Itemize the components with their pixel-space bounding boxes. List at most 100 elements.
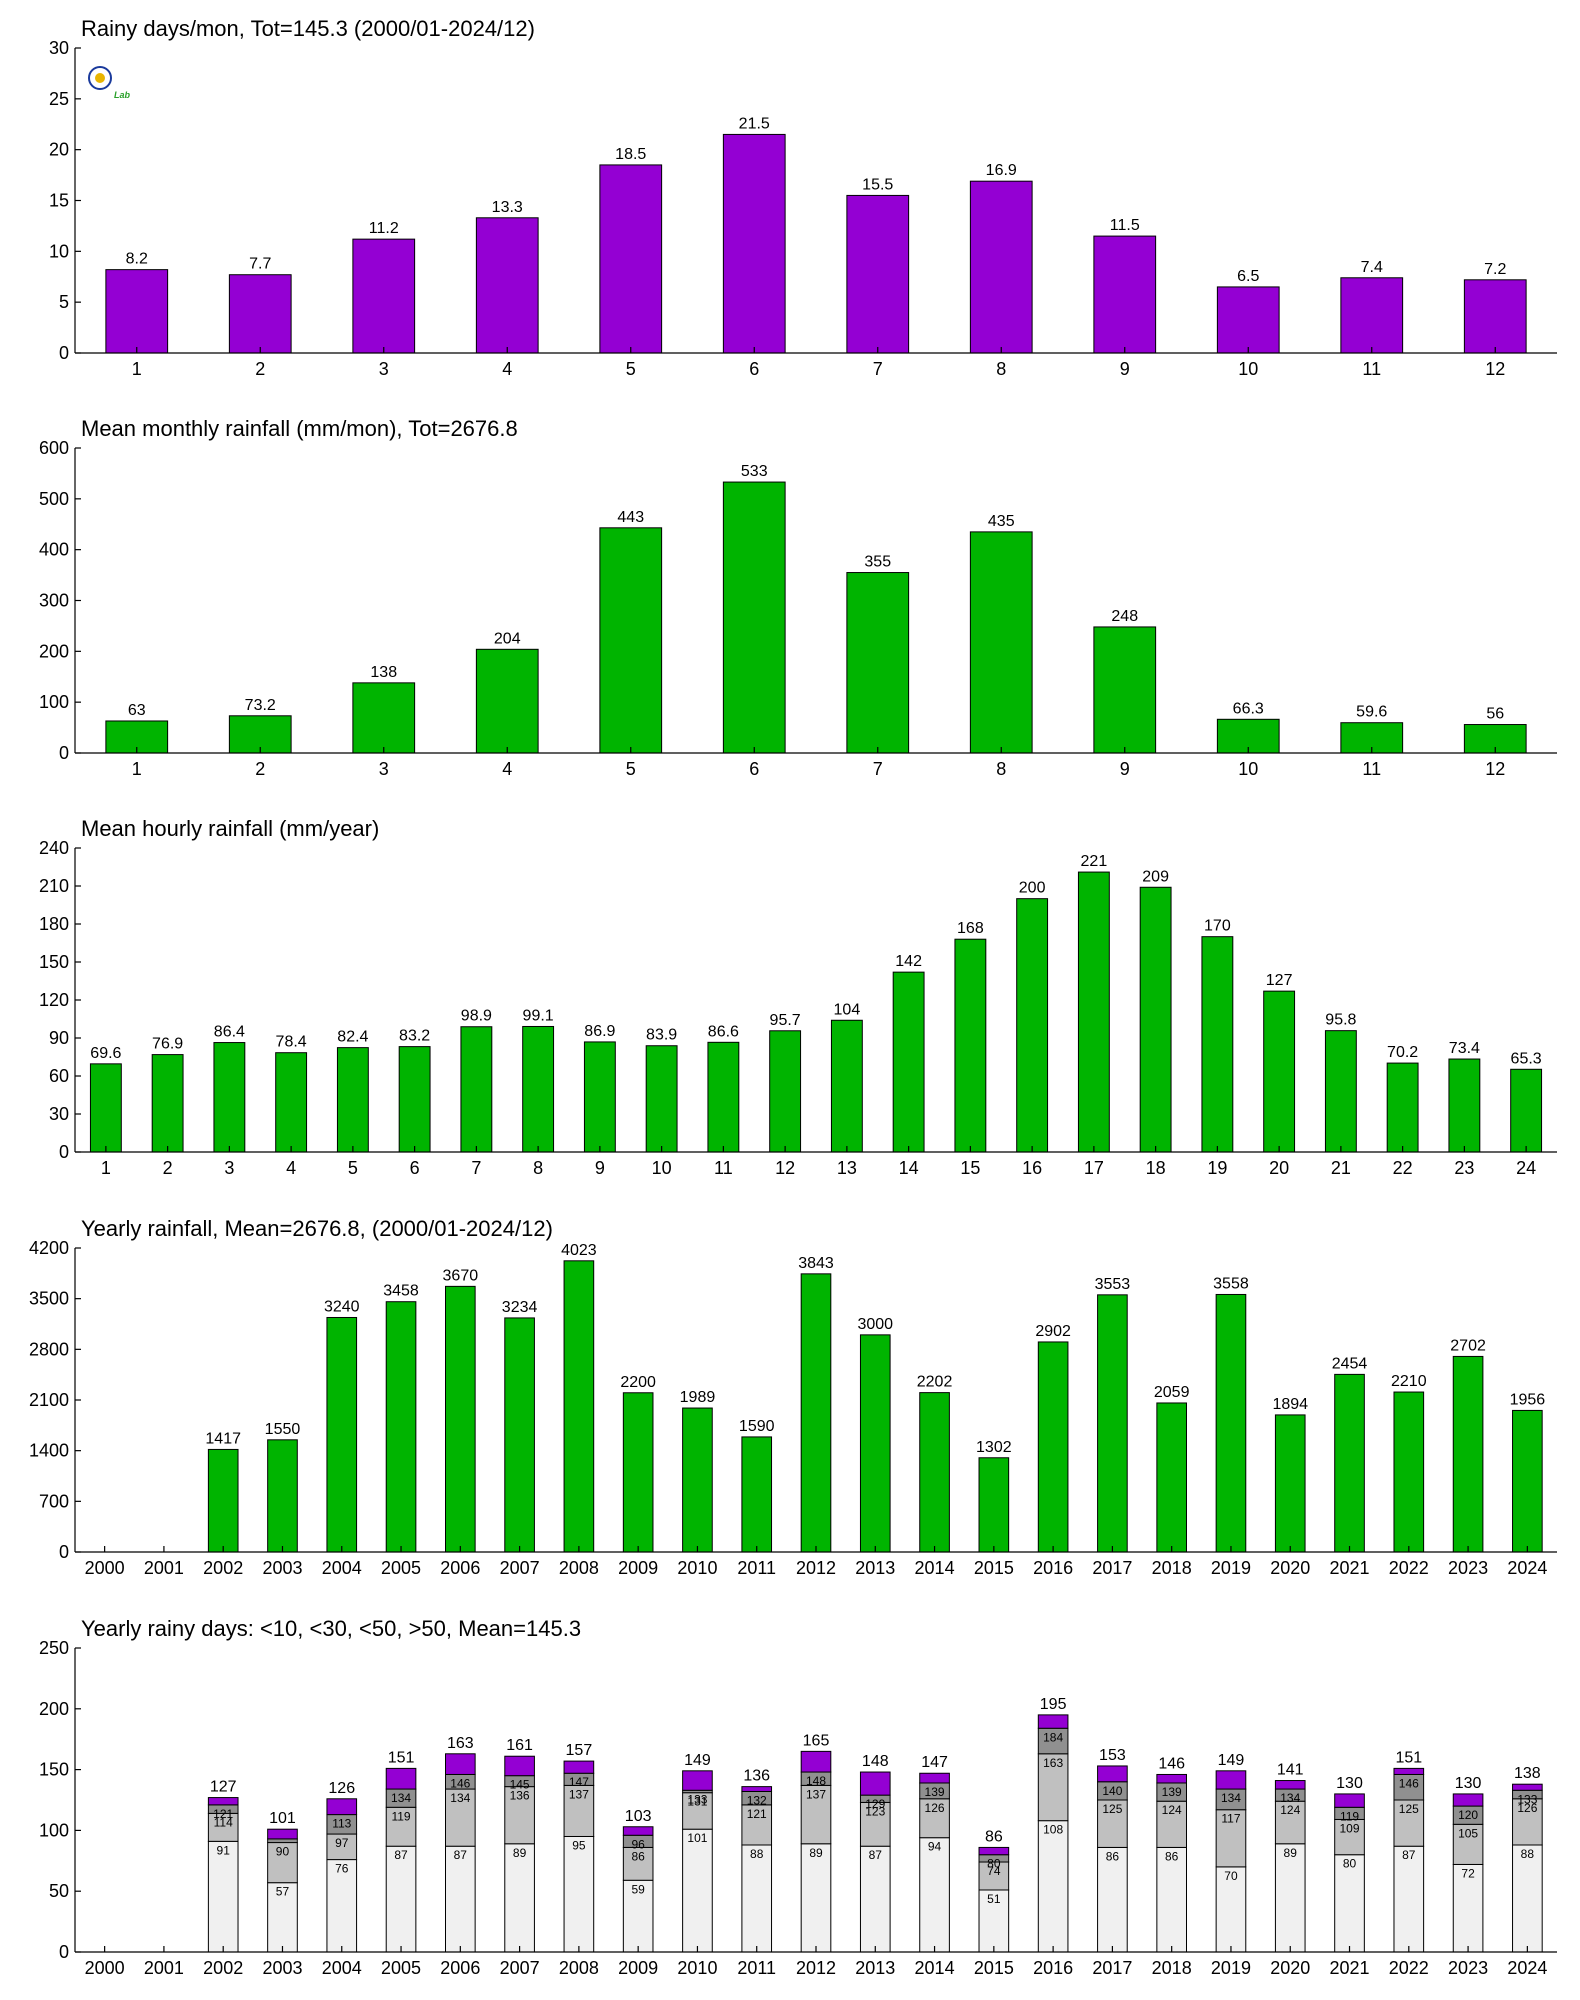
segment-value-label: 108 (1043, 1823, 1063, 1837)
bar (1448, 1058, 1481, 1153)
x-tick-label: 12 (1485, 759, 1505, 779)
bar-value-label: 8.2 (126, 251, 148, 268)
bar-value-label: 1956 (1510, 1391, 1546, 1408)
segment-value-label: 125 (1399, 1802, 1419, 1816)
bar-value-label: 73.2 (245, 697, 276, 714)
x-tick-label: 4 (502, 359, 512, 379)
stacked-segment (1156, 1800, 1187, 1848)
x-tick-label: 3 (224, 1158, 234, 1178)
bar (800, 1273, 832, 1553)
segment-value-label: 74 (987, 1864, 1001, 1878)
bar (769, 1030, 802, 1153)
segment-value-label: 89 (513, 1846, 527, 1860)
x-tick-label: 1 (132, 359, 142, 379)
y-tick-label: 100 (39, 692, 69, 712)
stacked-segment (1037, 1753, 1069, 1822)
stacked-segment (682, 1828, 713, 1953)
bar-value-label: 15.5 (862, 176, 893, 193)
x-tick-label: 2017 (1092, 1958, 1132, 1978)
bar-value-label: 2202 (917, 1374, 953, 1391)
x-tick-label: 1 (132, 759, 142, 779)
bar-value-label: 3458 (383, 1283, 419, 1300)
x-tick-label: 16 (1022, 1158, 1042, 1178)
stacked-segment (1097, 1846, 1128, 1953)
bar (969, 531, 1033, 754)
chart-title: Yearly rainfall, Mean=2676.8, (2000/01-2… (81, 1216, 553, 1241)
stacked-segment (267, 1838, 298, 1844)
bar-total-label: 127 (210, 1779, 237, 1796)
x-tick-label: 23 (1454, 1158, 1474, 1178)
bar-value-label: 11.5 (1110, 217, 1140, 234)
bar (846, 572, 910, 754)
chart-yearly-rainy-days: Yearly rainy days: <10, <30, <50, >50, M… (39, 1616, 1557, 1978)
bar-value-label: 170 (1204, 918, 1231, 935)
bar-value-label: 3553 (1095, 1276, 1131, 1293)
segment-value-label: 105 (1458, 1826, 1478, 1840)
bar (682, 1407, 713, 1553)
stacked-segment (1037, 1714, 1069, 1729)
segment-value-label: 113 (332, 1817, 351, 1831)
x-tick-label: 1 (101, 1158, 111, 1178)
stacked-segment (385, 1806, 417, 1847)
bar-value-label: 3240 (324, 1298, 360, 1315)
y-tick-label: 240 (39, 838, 69, 858)
x-tick-label: 12 (1485, 359, 1505, 379)
x-tick-label: 7 (873, 759, 883, 779)
stacked-segment (445, 1753, 476, 1775)
x-tick-label: 2 (255, 359, 265, 379)
x-tick-label: 2015 (974, 1558, 1014, 1578)
bar-total-label: 146 (1158, 1755, 1185, 1772)
stacked-segment (385, 1767, 417, 1790)
bar (1512, 1409, 1543, 1553)
x-tick-label: 2006 (440, 1958, 480, 1978)
bar (563, 1260, 595, 1553)
stacked-segment (978, 1846, 1010, 1856)
bar (583, 1041, 616, 1153)
bar (954, 938, 987, 1153)
bar (1324, 1030, 1357, 1153)
bar-value-label: 95.8 (1325, 1012, 1356, 1029)
stacked-segment (1097, 1765, 1128, 1783)
y-tick-label: 180 (39, 914, 69, 934)
bar (445, 1285, 476, 1553)
segment-value-label: 124 (1162, 1803, 1182, 1817)
bar (398, 1046, 431, 1153)
segment-value-label: 89 (1284, 1846, 1298, 1860)
y-tick-label: 200 (39, 1699, 69, 1719)
bar-value-label: 142 (895, 953, 922, 970)
x-tick-label: 11 (1362, 759, 1381, 779)
y-tick-label: 0 (59, 1542, 69, 1562)
bar (105, 269, 169, 354)
x-tick-label: 8 (533, 1158, 543, 1178)
x-tick-label: 2010 (677, 1958, 717, 1978)
x-tick-label: 2013 (855, 1558, 895, 1578)
segment-value-label: 70 (1224, 1869, 1238, 1883)
stacked-segment (267, 1828, 298, 1840)
y-tick-label: 20 (49, 140, 69, 160)
chart-title: Mean monthly rainfall (mm/mon), Tot=2676… (81, 416, 518, 441)
y-tick-label: 1400 (29, 1441, 69, 1461)
bar-value-label: 1590 (739, 1418, 775, 1435)
x-tick-label: 13 (837, 1158, 857, 1178)
bar-total-label: 195 (1040, 1696, 1067, 1713)
segment-value-label: 119 (391, 1809, 410, 1823)
stacked-segment (563, 1760, 595, 1774)
segment-value-label: 146 (450, 1776, 470, 1790)
segment-value-label: 121 (747, 1807, 767, 1821)
bar (1077, 871, 1110, 1153)
stacked-segment (800, 1843, 832, 1953)
stacked-segment (1274, 1800, 1306, 1845)
lab-logo-icon: Lab (88, 66, 131, 100)
bar (213, 1042, 246, 1153)
bar (1393, 1391, 1425, 1553)
bar-value-label: 104 (834, 1001, 861, 1018)
segment-value-label: 101 (687, 1831, 707, 1845)
x-tick-label: 2003 (262, 1958, 302, 1978)
x-tick-label: 11 (714, 1158, 733, 1178)
bar-value-label: 13.3 (492, 199, 523, 216)
y-tick-label: 25 (49, 89, 69, 109)
x-tick-label: 10 (652, 1158, 672, 1178)
segment-value-label: 87 (1402, 1848, 1416, 1862)
x-tick-label: 2011 (737, 1558, 776, 1578)
segment-value-label: 145 (510, 1778, 530, 1792)
